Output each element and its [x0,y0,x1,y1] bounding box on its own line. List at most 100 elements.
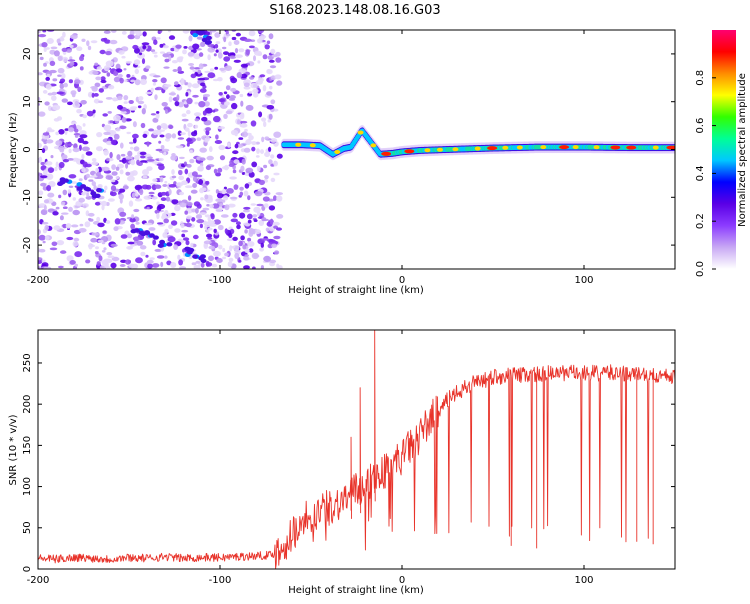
noise-cell [256,165,261,172]
noise-cell [276,80,283,86]
noise-cell [181,199,188,204]
noise-cell [181,118,189,122]
noise-cell [127,34,135,40]
noise-cell [152,79,158,83]
noise-cell [146,141,150,147]
colorbar-label: Normalized spectral amplitude [737,73,748,227]
noise-cell [133,146,140,152]
noise-cell [121,31,127,35]
noise-cell [219,67,226,71]
noise-cell [227,203,236,208]
noise-cell [100,76,106,81]
track-peak [502,145,509,150]
noise-cell [274,250,280,255]
noise-cell [270,48,276,55]
track-peak [357,130,364,135]
noise-cell [223,186,227,190]
noise-cell [152,117,159,123]
noise-cell [239,123,248,128]
y-tick-label: -10 [22,189,33,205]
noise-cell [198,212,207,215]
noise-cell [218,92,223,96]
noise-cell [43,199,50,204]
noise-cell [239,93,244,98]
noise-cell [260,149,264,155]
noise-cell [148,128,155,132]
noise-cell [180,223,185,229]
noise-cell [152,129,158,136]
noise-cell [160,261,164,268]
noise-cell [207,196,213,201]
noise-cell [97,222,105,228]
noise-cell [226,238,234,242]
noise-cell [106,157,110,162]
noise-cell [207,72,216,79]
noise-cell [164,255,168,259]
y-tick-label: 0 [22,146,33,152]
noise-cell [97,184,103,189]
noise-cell [165,133,172,139]
noise-cell [244,128,248,132]
noise-cell [202,110,207,116]
noise-cell [191,171,198,177]
noise-cell [209,204,215,209]
noise-cell [250,82,258,89]
noise-cell [42,132,50,136]
noise-cell [159,43,164,48]
noise-cell [115,166,120,171]
colorbar-tick-label: 0.0 [695,261,706,277]
noise-cell [121,117,127,123]
noise-cell [197,77,206,81]
noise-cell [207,54,211,61]
noise-cell [225,85,231,91]
streak-cell [199,30,206,35]
noise-cell [154,94,158,100]
noise-cell [124,118,132,122]
noise-cell [67,59,76,62]
noise-cell [67,101,73,106]
x-tick-label: -200 [27,575,50,586]
noise-cell [247,195,251,201]
noise-cell [276,195,283,202]
noise-cell [183,46,188,49]
noise-cell [94,251,99,255]
noise-cell [90,86,98,89]
noise-cell [64,128,70,131]
noise-cell [132,121,137,128]
noise-cell [135,221,140,225]
noise-cell [120,234,128,239]
noise-cell [223,101,230,106]
noise-cell [233,59,241,63]
noise-cell [57,74,62,77]
noise-cell [160,123,168,129]
noise-cell [192,183,198,188]
noise-cell [177,101,185,108]
x-tick-label: -100 [209,275,232,286]
noise-cell [90,237,98,243]
noise-cell [51,95,57,101]
noise-cell [251,161,258,168]
noise-cell [73,133,81,136]
colorbar: 0.0 0.2 0.4 0.6 0.8 Normalized spectral ampl… [695,30,748,277]
noise-cell [131,170,138,176]
noise-cell [273,235,281,240]
noise-cell [164,58,170,63]
noise-cell [156,125,162,130]
noise-cell [60,36,64,42]
noise-cell [144,222,153,226]
noise-cell [227,261,233,268]
noise-cell [142,133,148,138]
noise-cell [275,192,283,196]
noise-cell [243,256,250,261]
noise-cell [178,191,185,196]
track-peak [295,142,302,147]
noise-cell [98,255,103,262]
noise-cell [38,234,46,241]
y-tick-label: 250 [22,353,33,372]
noise-cell [193,67,201,70]
noise-cell [258,111,263,118]
noise-cell [115,127,121,132]
noise-cell [198,63,204,70]
noise-cell [268,33,274,40]
noise-cell [106,252,113,256]
